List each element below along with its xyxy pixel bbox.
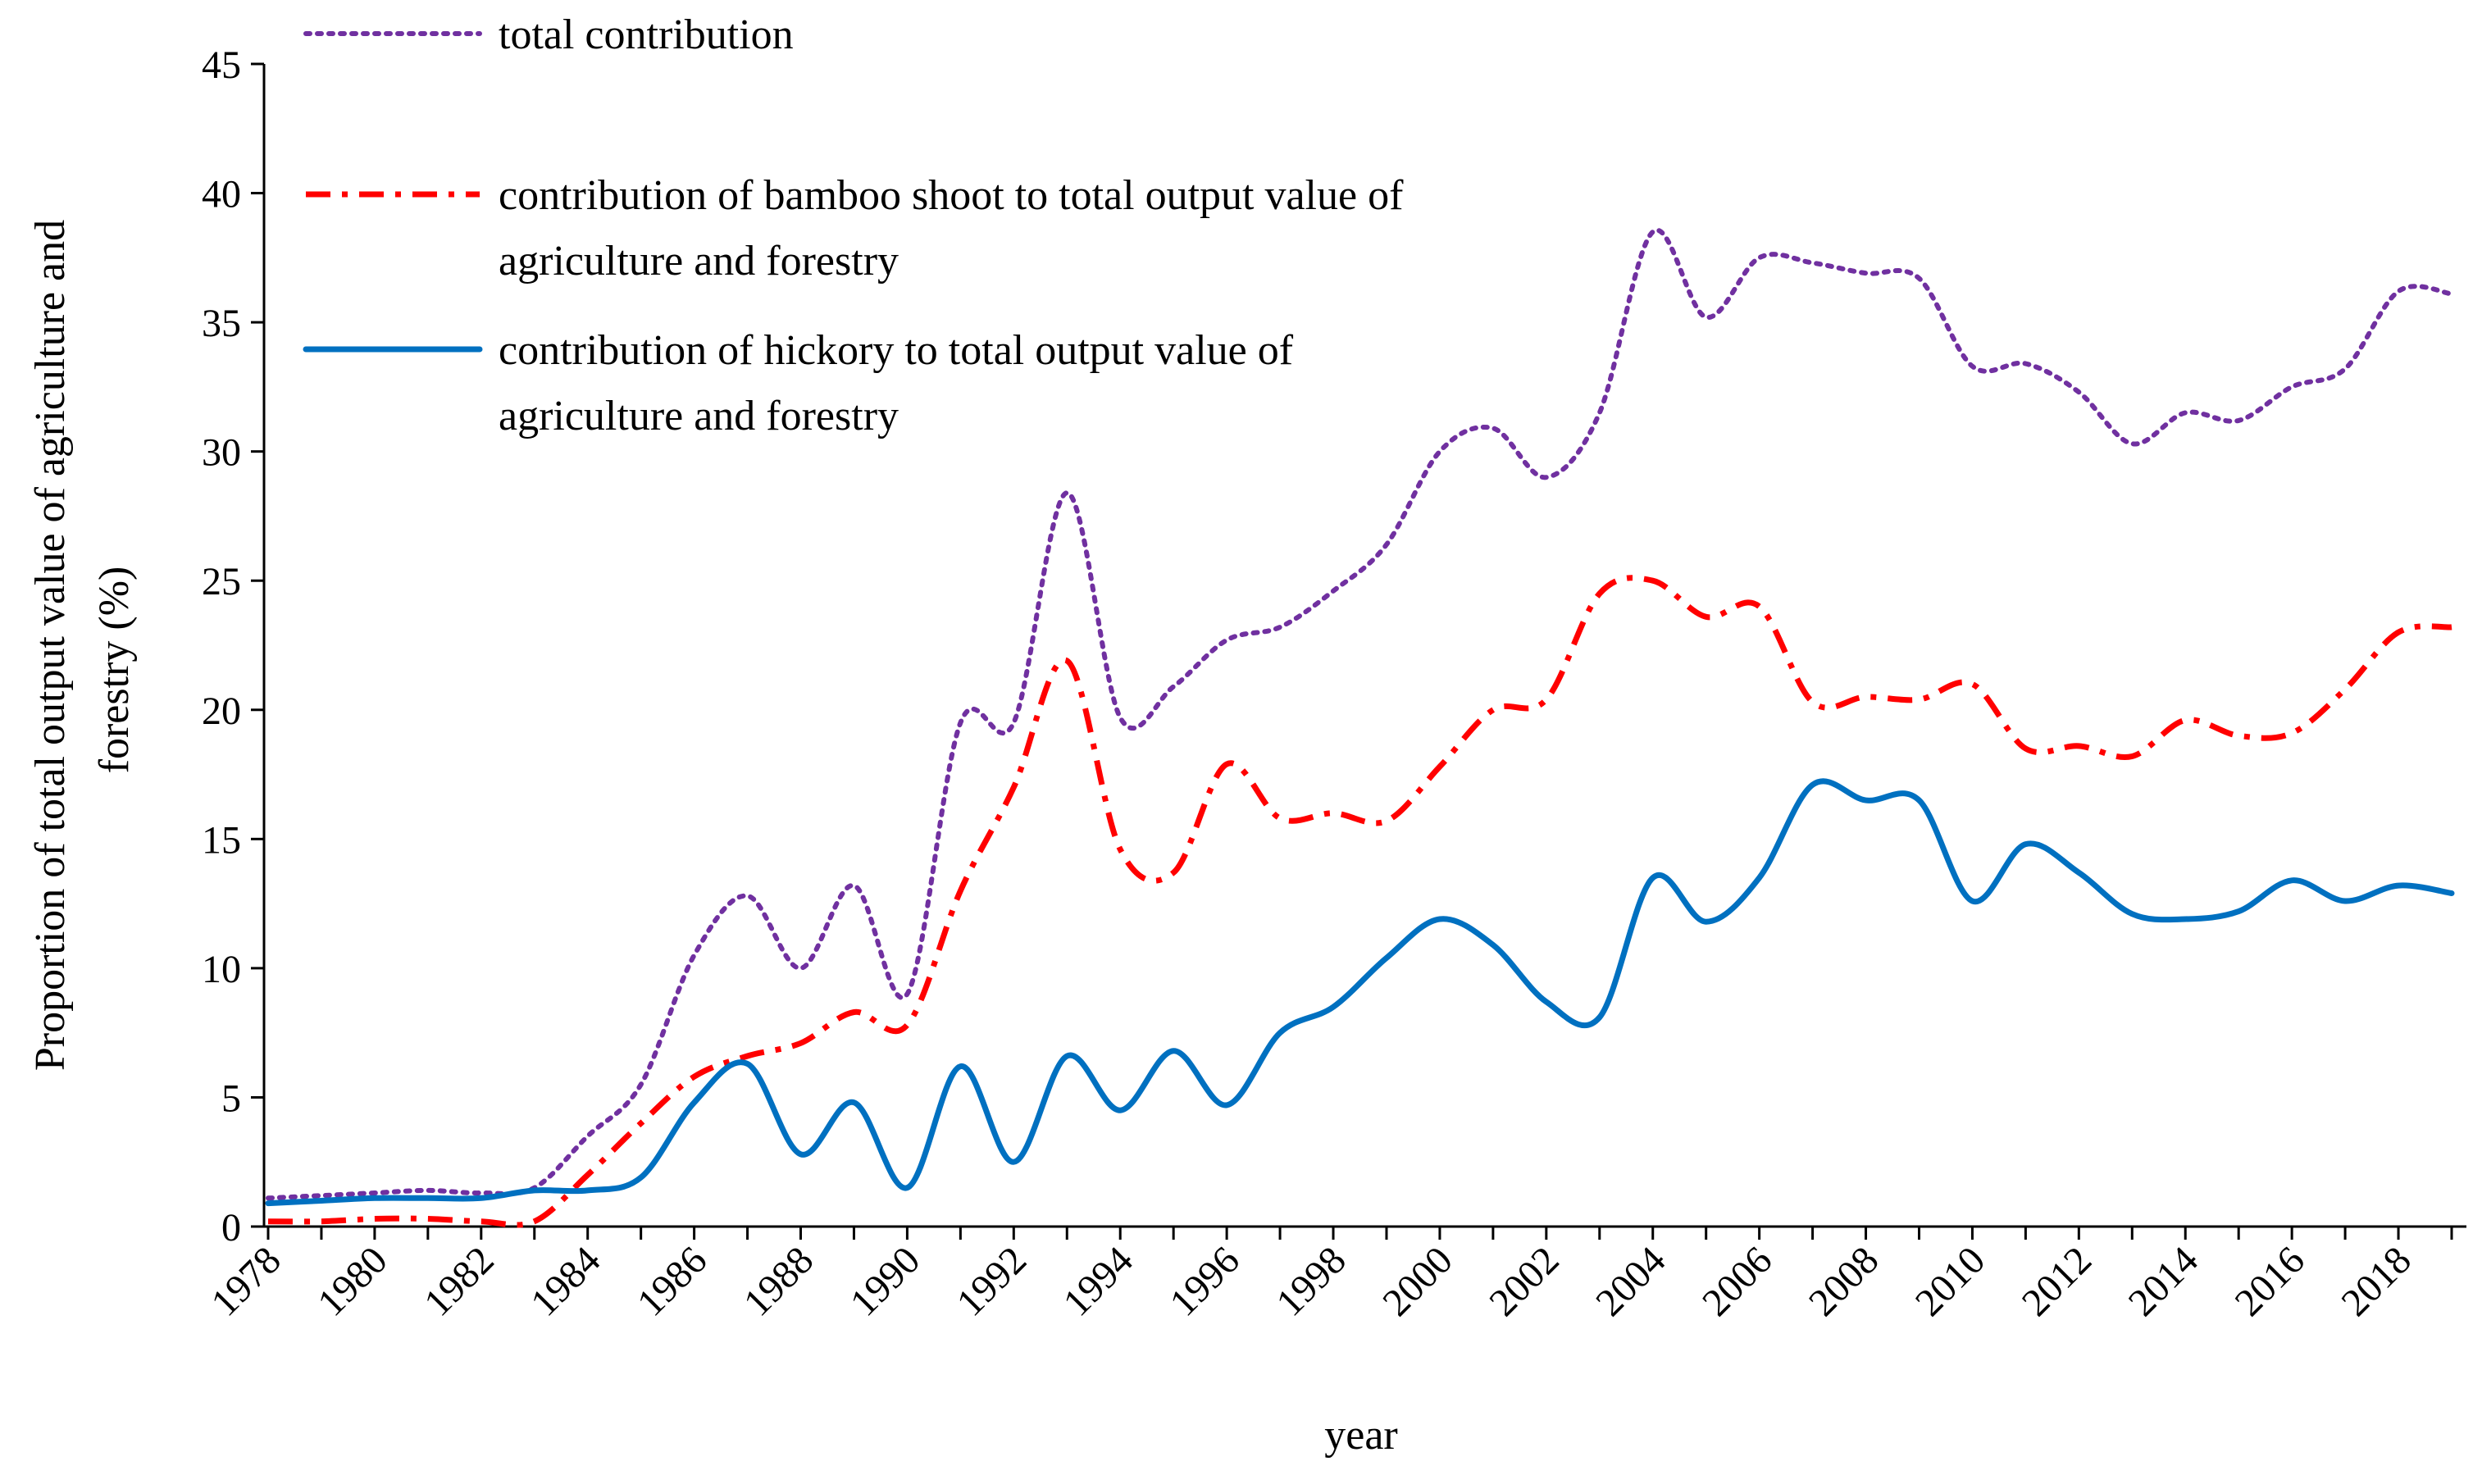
y-axis-title-line-2: forestry (%) [91,567,138,774]
y-tick-label: 5 [221,1077,241,1120]
y-tick-label: 30 [202,431,241,475]
y-tick-label: 25 [202,560,241,603]
series-line-dashdot [267,575,2452,1228]
series-lines [265,227,2455,1228]
y-axis-title-line-1: Proportion of total output value of agri… [27,220,74,1071]
y-tick-label: 35 [202,302,241,345]
series-line-dotted [266,227,2454,1201]
legend-label: contribution of hickory to total output … [499,327,1294,374]
y-tick-label: 20 [202,690,241,733]
legend: total contribution contribution of bamboo… [303,11,1404,439]
x-axis-title: year [1324,1412,1397,1459]
legend-label: agriculture and forestry [499,393,899,439]
legend-label: total contribution [499,11,794,58]
y-tick-label: 15 [202,818,241,862]
y-tick-label: 45 [202,43,241,87]
series-line-solid [265,778,2455,1207]
y-tick-label: 10 [202,948,241,991]
y-tick-label: 0 [221,1206,241,1250]
legend-label: agriculture and forestry [499,238,899,285]
y-tick-label: 40 [202,173,241,216]
y-axis-ticks: 0 5 10 15 20 25 30 35 40 45 [202,43,264,1250]
legend-label: contribution of bamboo shoot to total ou… [499,172,1404,219]
y-axis-title: Proportion of total output value of agri… [27,220,138,1071]
